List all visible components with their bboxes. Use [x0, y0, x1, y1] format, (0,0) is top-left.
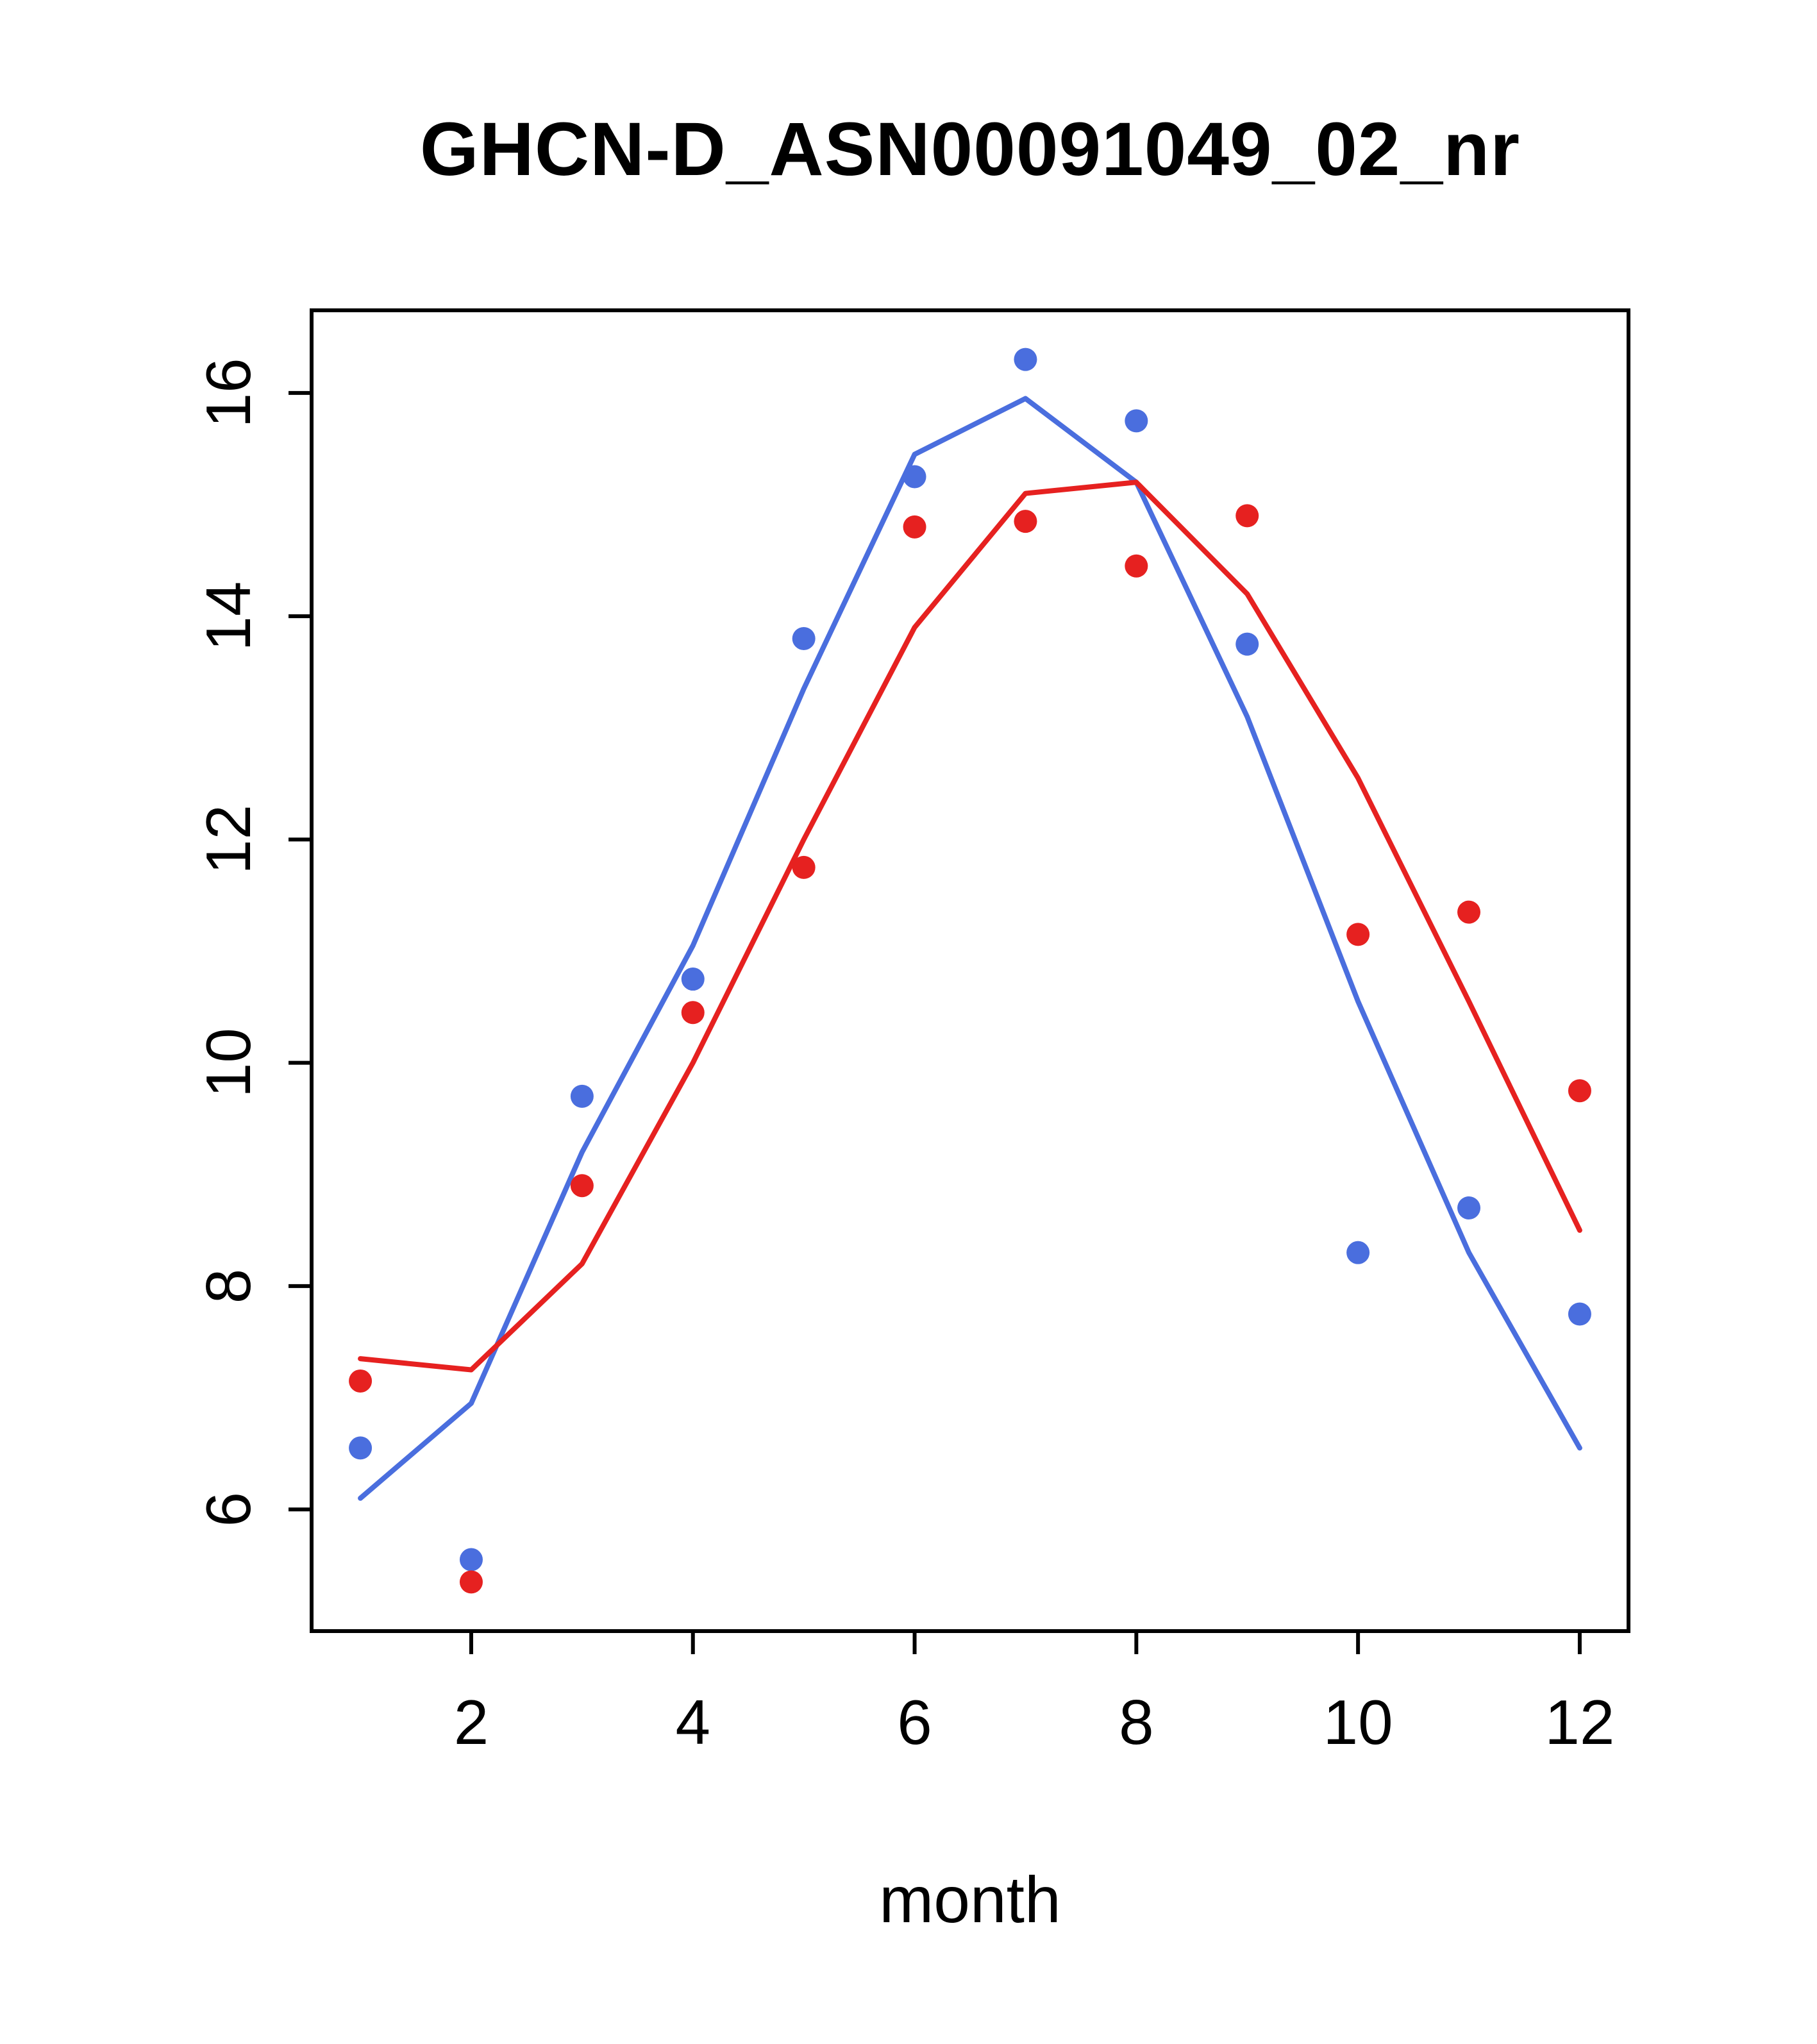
y-tick-label: 10	[193, 1028, 264, 1098]
x-tick-label: 2	[454, 1687, 489, 1757]
series-red-points-marker	[1014, 510, 1037, 533]
y-tick-label: 8	[193, 1269, 264, 1304]
series-blue-points-marker	[459, 1548, 483, 1571]
series-blue-points-marker	[570, 1084, 594, 1108]
series-red-points-marker	[1457, 900, 1481, 924]
series-blue-points-marker	[903, 465, 926, 489]
series-blue-points-marker	[1457, 1196, 1481, 1220]
x-tick-label: 6	[897, 1687, 932, 1757]
series-red-points-marker	[792, 855, 816, 879]
y-tick-label: 12	[193, 805, 264, 875]
x-axis-label: month	[879, 1863, 1061, 1936]
series-red-line	[358, 480, 1582, 1373]
x-tick-label: 10	[1323, 1687, 1393, 1757]
series-red-points-marker	[1125, 554, 1148, 578]
y-tick-label: 16	[193, 358, 264, 428]
x-tick-label: 8	[1119, 1687, 1154, 1757]
series-red-points-marker	[1568, 1079, 1591, 1103]
series-blue-points-marker	[681, 968, 705, 991]
series-blue-points-marker	[349, 1436, 373, 1460]
x-tick-label: 12	[1545, 1687, 1614, 1757]
series-red-points-marker	[459, 1570, 483, 1594]
chart-title: GHCN-D_ASN00091049_02_nr	[419, 107, 1521, 192]
series-blue-points-marker	[792, 626, 816, 650]
y-tick-label: 14	[193, 582, 264, 651]
plot-box	[310, 308, 1630, 1633]
series-red-points-marker	[570, 1174, 594, 1198]
series-blue-line	[358, 396, 1582, 1501]
series-blue-points-marker	[1014, 348, 1037, 371]
series-blue-points-marker	[1125, 409, 1148, 433]
series-red-points-marker	[681, 1001, 705, 1025]
series-blue-points-marker	[1235, 632, 1259, 656]
series-red-points-marker	[349, 1369, 373, 1393]
series-blue-points-marker	[1568, 1302, 1591, 1326]
series-blue-points-marker	[1346, 1241, 1370, 1264]
series-red-points-marker	[1235, 504, 1259, 528]
series-red-points-marker	[903, 515, 926, 539]
y-tick-label: 6	[193, 1492, 264, 1527]
x-tick-label: 4	[676, 1687, 711, 1757]
series-red-points-marker	[1346, 923, 1370, 946]
